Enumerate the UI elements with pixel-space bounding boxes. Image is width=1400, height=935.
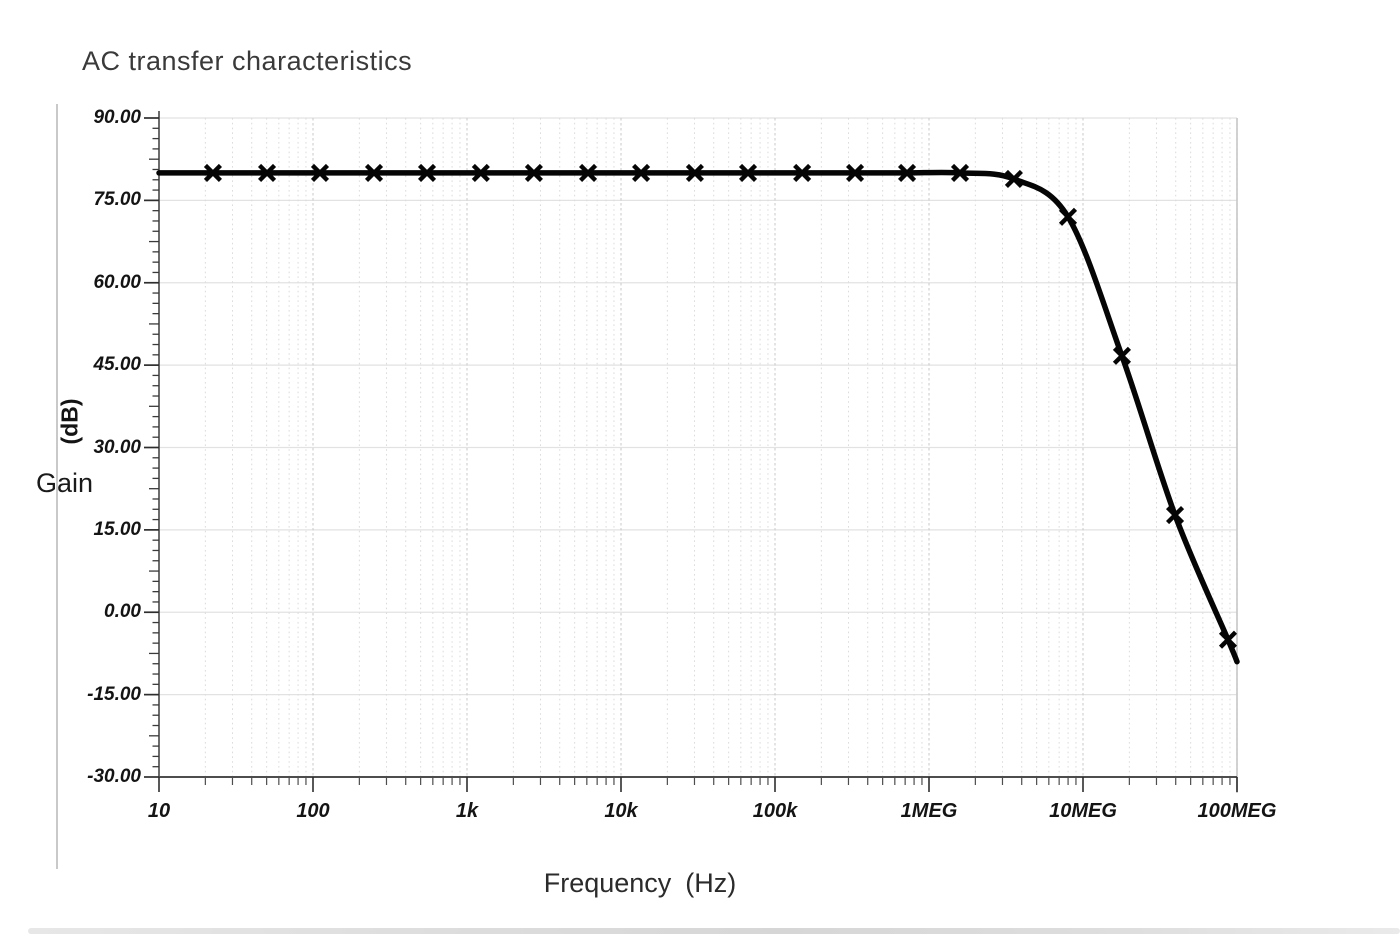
data-point-marker xyxy=(685,163,704,182)
data-point-marker xyxy=(310,163,330,182)
data-point-marker xyxy=(524,163,543,182)
chart-title: AC transfer characteristics xyxy=(82,46,413,76)
data-point-marker xyxy=(950,163,970,182)
data-point-marker xyxy=(471,163,490,182)
x-axis-title: Frequency (Hz) xyxy=(520,868,760,899)
data-point-marker xyxy=(257,163,277,182)
data-point-marker xyxy=(1058,207,1078,226)
data-point-marker xyxy=(1112,346,1131,365)
data-point-marker xyxy=(632,163,651,182)
data-point-marker xyxy=(578,163,598,182)
data-point-marker xyxy=(1218,630,1238,649)
data-point-marker xyxy=(738,163,758,182)
data-point-marker xyxy=(1165,505,1185,525)
data-point-marker xyxy=(897,163,917,182)
gain-curve xyxy=(156,169,1240,665)
data-point-marker xyxy=(203,163,222,182)
y-axis-title: Gain xyxy=(36,468,94,498)
data-point-marker xyxy=(417,163,437,182)
x-axis-title-text: Frequency xyxy=(543,868,672,898)
panel-edge-line xyxy=(56,104,58,869)
data-point-marker xyxy=(1004,169,1023,189)
x-axis-unit-label: (Hz) xyxy=(685,868,737,898)
data-point-marker xyxy=(793,163,812,182)
data-point-marker xyxy=(845,163,865,182)
data-point-marker xyxy=(364,163,384,182)
y-axis-unit-label: (dB) xyxy=(56,398,83,445)
window-bottom-edge xyxy=(28,928,1400,934)
